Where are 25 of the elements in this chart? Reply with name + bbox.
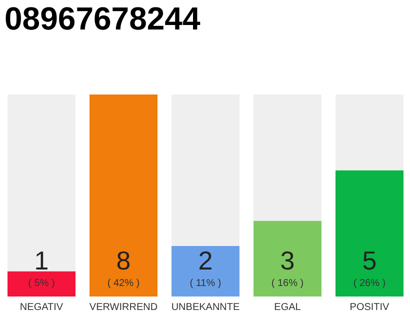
data-label: 3 [280,246,295,276]
bar [336,94,404,170]
annotation: ( 5% ) [28,278,55,289]
annotation: ( 42% ) [107,278,140,289]
bar [172,246,240,296]
annotation: ( 11% ) [190,278,222,289]
chart-title: 08967678244 [4,0,200,36]
bar [254,94,322,221]
bar [8,94,76,272]
data-label: 1 [34,246,49,276]
x-tick-label: NEGATIV [20,302,64,313]
data-label: 8 [116,246,131,276]
bar [172,94,240,246]
annotation: ( 26% ) [353,278,386,289]
data-label: 5 [362,246,377,276]
x-tick-label: UNBEKANNTE [171,302,240,313]
x-tick-label: VERWIRREND [89,302,158,313]
bar [8,271,76,296]
bar [336,170,404,296]
bar [90,94,158,296]
data-label: 2 [198,246,213,276]
annotation: ( 16% ) [271,278,304,289]
bar [254,220,322,296]
x-tick-label: POSITIV [350,302,390,313]
x-tick-label: EGAL [274,302,302,313]
